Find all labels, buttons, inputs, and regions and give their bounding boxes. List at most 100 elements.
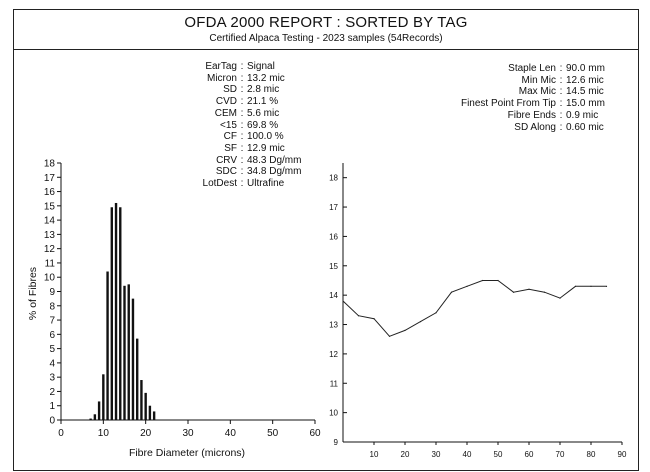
stat-row: CEM:5.6 mic: [150, 108, 367, 120]
profile-point: [404, 329, 406, 331]
sample-statistics: EarTag: Signal Micron:13.2 mic SD:2.8 mic CV…: [150, 61, 367, 190]
profile-series-line: [342, 280, 607, 337]
stat-label: SDC: [215, 166, 237, 178]
histogram-y-tick-label: 3: [49, 373, 55, 384]
colon-separator: :: [240, 84, 244, 96]
stat-row: <15:69.8 %: [150, 120, 367, 132]
profile-stat-label: Staple Len: [508, 63, 556, 74]
stat-value: 21.1 %: [247, 96, 279, 108]
profile-stat-row: Fibre Ends:0.9 mic: [400, 110, 626, 122]
profile-y-tick-label: 17: [329, 203, 338, 212]
colon-separator: :: [559, 86, 563, 98]
histogram-bar: [131, 298, 135, 420]
stat-value: 12.9 mic: [247, 142, 285, 154]
colon-separator: :: [240, 166, 244, 178]
colon-separator: :: [240, 107, 244, 119]
profile-point: [590, 285, 592, 287]
colon-separator: :: [240, 154, 244, 166]
profile-stat-value: 12.6 mic: [566, 74, 604, 86]
histogram-bar: [148, 405, 152, 420]
profile-stat-label: Fibre Ends: [507, 109, 556, 121]
colon-separator: :: [240, 119, 244, 131]
profile-point: [574, 285, 577, 287]
stat-value: 100.0 %: [247, 131, 284, 143]
profile-y-tick-label: 14: [329, 291, 338, 300]
profile-y-tick-label: 9: [334, 438, 339, 447]
profile-y-tick-label: 16: [329, 232, 338, 241]
profile-stat-label: Max Mic: [518, 86, 556, 98]
histogram-x-tick-label: 50: [267, 428, 279, 439]
profile-stat-label: Finest Point From Tip: [460, 98, 556, 110]
histogram-bar: [136, 338, 139, 420]
histogram-y-tick-label: 8: [49, 301, 55, 312]
histogram-y-tick-label: 9: [49, 287, 55, 298]
histogram-bar: [144, 392, 147, 420]
histogram-bar: [89, 418, 92, 420]
histogram-x-axis-label: Fibre Diameter (microns): [129, 447, 245, 459]
profile-point: [357, 315, 360, 317]
profile-x-tick-label: 20: [401, 450, 410, 459]
stat-label: <15: [220, 119, 237, 131]
stat-value: 13.2 mic: [247, 72, 285, 84]
histogram-y-tick-label: 1: [49, 401, 55, 412]
histogram-y-tick-label: 15: [44, 201, 56, 212]
colon-separator: :: [240, 178, 244, 190]
profile-point: [342, 300, 344, 302]
stat-label: SD: [223, 84, 237, 96]
profile-x-tick-label: 90: [618, 450, 627, 459]
profile-point: [528, 288, 530, 290]
histogram-y-tick-label: 11: [45, 258, 56, 269]
profile-point: [388, 335, 391, 337]
histogram-bar: [110, 207, 113, 420]
histogram-x-tick-label: 30: [182, 428, 194, 439]
histogram-y-tick-label: 17: [44, 173, 56, 184]
profile-x-tick-label: 80: [587, 450, 596, 459]
colon-separator: :: [240, 96, 244, 108]
profile-x-tick-label: 30: [432, 450, 441, 459]
profile-y-tick-label: 18: [329, 174, 338, 183]
histogram-y-tick-label: 14: [44, 216, 56, 227]
stat-row: CF:100.0 %: [150, 131, 367, 143]
profile-stat-row: Min Mic:12.6 mic: [400, 75, 626, 87]
histogram-x-tick-label: 10: [98, 428, 110, 439]
histogram-y-axis-label: % of Fibres: [27, 267, 39, 320]
profile-x-tick-label: 60: [525, 450, 534, 459]
colon-separator: :: [240, 131, 244, 143]
histogram-y-tick-label: 12: [44, 244, 56, 255]
histogram-y-tick-label: 13: [44, 230, 56, 241]
profile-y-tick-label: 15: [329, 262, 338, 271]
histogram-x-tick-label: 60: [309, 428, 321, 439]
stat-label: Micron: [206, 72, 237, 84]
profile-point: [373, 318, 375, 320]
stat-row: CVD:21.1 %: [150, 96, 367, 108]
stat-label: CVD: [215, 96, 237, 108]
stat-label: EarTag: [205, 61, 237, 72]
profile-point: [605, 285, 608, 287]
profile-stat-value: 90.0 mm: [566, 63, 605, 74]
profile-x-tick-label: 50: [494, 450, 503, 459]
profile-point: [559, 297, 561, 299]
report-subtitle: Certified Alpaca Testing - 2023 samples …: [209, 33, 443, 44]
stat-row: CRV:48.3 Dg/mm: [150, 155, 367, 167]
stat-value: Signal: [247, 61, 275, 72]
stat-value: 48.3 Dg/mm: [247, 154, 302, 166]
profile-point: [543, 291, 546, 293]
histogram-x-tick-label: 40: [225, 428, 237, 439]
profile-y-tick-label: 12: [329, 350, 338, 359]
stat-label: LotDest: [202, 178, 237, 190]
title-divider: [13, 49, 639, 50]
profile-point: [481, 279, 484, 282]
histogram-bar: [97, 401, 101, 420]
histogram-bar: [114, 202, 118, 420]
histogram-x-tick-label: 0: [58, 428, 64, 439]
histogram-x-tick-label: 20: [140, 428, 152, 439]
stat-row: SD:2.8 mic: [150, 84, 367, 96]
profile-y-tick-label: 11: [330, 379, 339, 388]
profile-x-tick-label: 70: [556, 450, 565, 459]
histogram-bar: [152, 411, 156, 420]
histogram-y-tick-label: 2: [49, 387, 55, 398]
histogram-y-tick-label: 10: [44, 273, 56, 284]
stat-label: CEM: [214, 107, 237, 119]
histogram-y-tick-label: 6: [49, 330, 55, 341]
profile-stat-value: 15.0 mm: [566, 98, 605, 110]
